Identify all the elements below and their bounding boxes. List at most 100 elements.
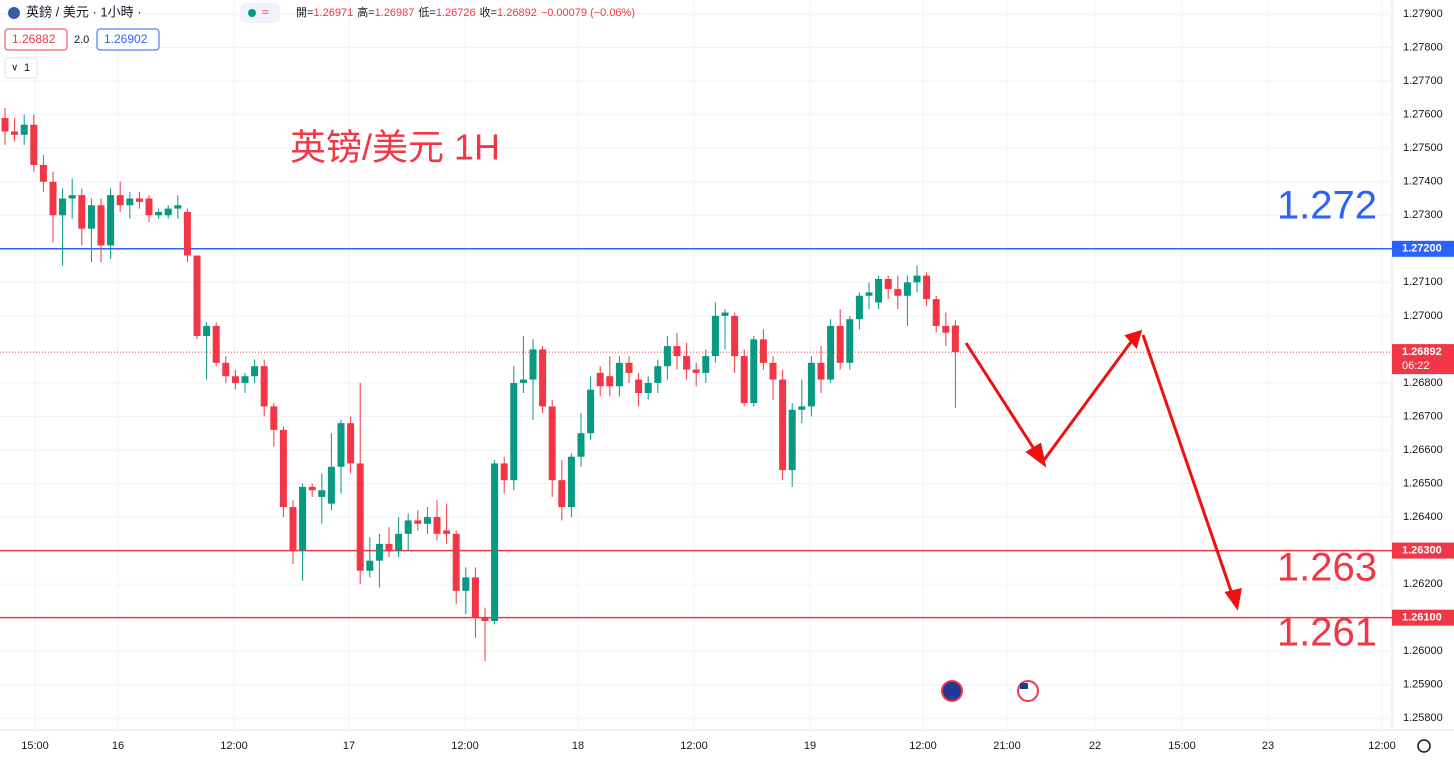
last-price-label: 1.26892: [1402, 346, 1442, 358]
bid-box[interactable]: [4, 28, 68, 51]
candle-body: [923, 275, 931, 300]
y-tick-label: 1.25900: [1403, 679, 1443, 691]
candle-body: [663, 346, 671, 367]
y-tick-label: 1.26000: [1403, 645, 1443, 657]
header: 英鎊 / 美元 · 1小時 · ≈ 開=1.26971 高=1.26987 低=1.…: [4, 3, 635, 79]
candle-body: [78, 195, 86, 229]
candle-body: [107, 195, 115, 246]
candle-body: [615, 362, 623, 387]
candle-body: [49, 181, 57, 216]
candle-body: [203, 325, 211, 336]
candle-body: [539, 349, 547, 407]
chevron: ∨: [11, 63, 18, 74]
candle-body: [347, 423, 355, 464]
candle-body: [798, 406, 806, 410]
ohlc-line: 開=1.26971 高=1.26987 低=1.26726 收=1.26892 −0.0…: [296, 5, 635, 19]
candle-body: [846, 319, 854, 363]
candle-body: [807, 362, 815, 407]
candle-body: [68, 195, 76, 199]
candle-body: [721, 312, 729, 316]
candle-body: [1, 118, 9, 132]
candle-body: [462, 577, 470, 591]
candle-body: [231, 376, 239, 383]
candle-body: [327, 466, 335, 504]
candle-body: [692, 369, 700, 373]
candle-body: [529, 349, 537, 380]
candle-body: [395, 533, 403, 551]
status-pill[interactable]: [240, 3, 280, 23]
level-tag-label: 1.26100: [1402, 612, 1442, 624]
x-tick-label: 12:00: [680, 740, 708, 752]
x-tick-label: 17: [343, 740, 355, 752]
levels: [0, 248, 1392, 619]
level-tag-label: 1.26300: [1402, 545, 1442, 557]
candle-body: [145, 198, 153, 216]
x-tick-label: 15:00: [21, 740, 49, 752]
bid: 1.26882: [12, 32, 56, 46]
candle-body: [817, 362, 825, 380]
candle-body: [260, 366, 268, 407]
candle-body: [481, 617, 489, 622]
symbol: 英鎊 / 美元 · 1小時 ·: [26, 4, 142, 19]
candle-body: [519, 379, 527, 383]
x-tick-label: 12:00: [451, 740, 479, 752]
candle-body: [375, 543, 383, 561]
candle-body: [558, 480, 566, 508]
candle-body: [39, 164, 47, 182]
y-tick-label: 1.27100: [1403, 276, 1443, 288]
candle-body: [884, 278, 892, 290]
arrow-line: [1042, 341, 1133, 461]
y-tick-label: 1.27700: [1403, 75, 1443, 87]
us-flag-canton: [1020, 683, 1028, 689]
candle-body: [433, 517, 441, 534]
y-tick-label: 1.27500: [1403, 142, 1443, 154]
candle-body: [289, 507, 297, 551]
candle-body: [30, 124, 38, 165]
candle-body: [827, 325, 835, 380]
candle-body: [11, 131, 19, 135]
candle-body: [404, 520, 412, 534]
candle-body: [423, 517, 431, 524]
y-tick-label: 1.26700: [1403, 410, 1443, 422]
x-tick-label: 23: [1262, 740, 1274, 752]
candle-body: [788, 409, 796, 471]
candle-body: [20, 124, 28, 135]
ask: 1.26902: [104, 32, 148, 46]
flag-icon: [8, 7, 20, 19]
y-tick-label: 1.26600: [1403, 444, 1443, 456]
candle-body: [951, 325, 959, 353]
candle-body: [452, 533, 460, 591]
candle-body: [769, 362, 777, 380]
market-open-dot: [248, 9, 256, 17]
ask-box[interactable]: [96, 28, 160, 51]
x-tick-label: 19: [804, 740, 816, 752]
candle-body: [212, 325, 220, 363]
level-annotation: 1.263: [1277, 546, 1377, 590]
candles: [1, 107, 959, 662]
candle-body: [654, 366, 662, 383]
candle-body: [385, 543, 393, 551]
candle-body: [471, 577, 479, 618]
candle-body: [183, 211, 191, 256]
candle-body: [299, 486, 307, 551]
uk-event[interactable]: [941, 680, 963, 702]
x-tick-label: 16: [112, 740, 124, 752]
y-tick-label: 1.26400: [1403, 511, 1443, 523]
indicator-toggle[interactable]: [4, 57, 38, 79]
candle-body: [414, 520, 422, 524]
x-tick-label: 15:00: [1168, 740, 1196, 752]
candle-body: [711, 315, 719, 357]
candle-body: [318, 490, 326, 497]
candle-body: [174, 205, 182, 209]
arrow-head: [1224, 588, 1242, 611]
candle-body: [97, 205, 105, 246]
candle-body: [116, 195, 124, 206]
settings-icon[interactable]: [1417, 739, 1431, 753]
last-price-tag: [1392, 344, 1454, 375]
time-axis: 15:00 16 12:00 17 12:00 18 12:00 19 12:00 21:00 22…: [21, 740, 1396, 752]
countdown: 06:22: [1402, 360, 1430, 372]
candle-body: [731, 315, 739, 357]
candle-body: [567, 456, 575, 508]
arrow-line: [1141, 334, 1234, 595]
